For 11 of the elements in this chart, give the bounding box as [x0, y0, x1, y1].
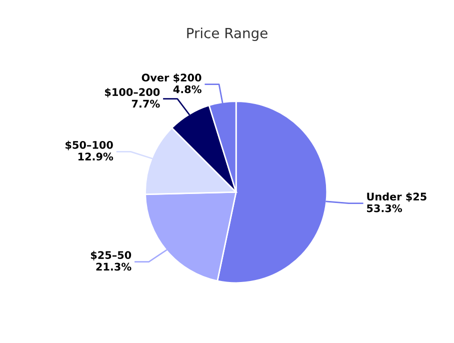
data-label: 4.8% — [173, 85, 202, 94]
slice-label: $50–100 — [66, 140, 113, 150]
data-label: 53.3% — [367, 204, 402, 212]
slice-label: $100–200 — [105, 88, 160, 98]
slice-label: Under $25 — [367, 192, 426, 202]
data-label: 7.7% — [132, 100, 160, 108]
slice-label: $25–50 — [90, 250, 132, 260]
data-label: 12.9% — [78, 152, 114, 161]
data-label: 21.3% — [96, 262, 132, 271]
chart-title: Price Range — [187, 28, 268, 42]
slice-label: Over $200 — [142, 73, 202, 83]
